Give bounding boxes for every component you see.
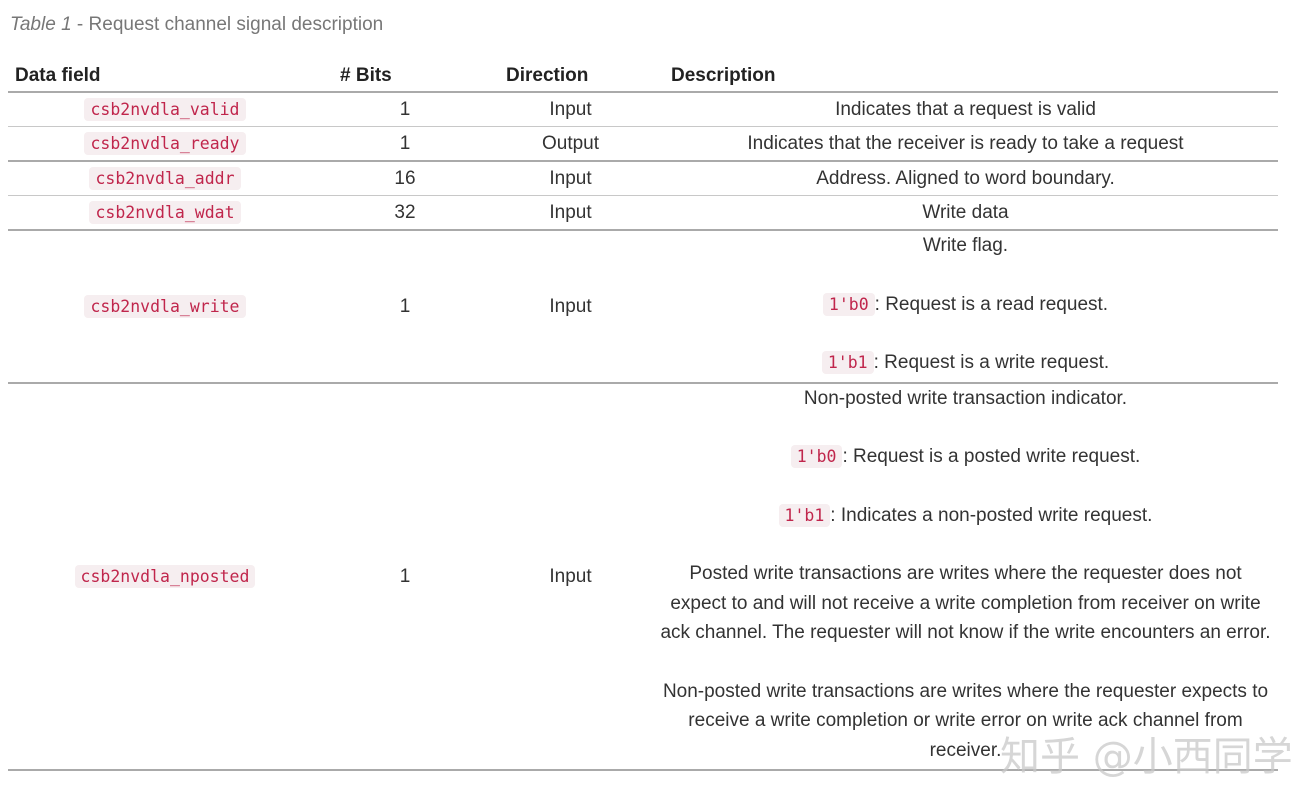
bits: 1 <box>322 230 488 384</box>
value-text: : Request is a read request. <box>874 293 1109 315</box>
table-title: - Request channel signal description <box>71 14 384 35</box>
description: Indicates that the receiver is ready to … <box>653 126 1278 162</box>
header-description: Description <box>653 56 1278 93</box>
bits: 1 <box>322 92 488 127</box>
table-caption: Table 1 - Request channel signal descrip… <box>10 14 383 36</box>
value-text: : Indicates a non-posted write request. <box>830 504 1153 526</box>
description-text: Write flag. <box>922 235 1009 256</box>
bits: 32 <box>322 195 488 231</box>
direction: Input <box>488 382 653 771</box>
signal-table: Data field # Bits Direction Description … <box>8 56 1278 771</box>
table-row: csb2nvdla_nposted 1 Input Non-posted wri… <box>8 382 1278 771</box>
value-code: 1'b1 <box>821 351 874 374</box>
description-paragraph: Non-posted write transactions are writes… <box>662 680 1269 761</box>
description: Non-posted write transaction indicator. … <box>653 382 1278 771</box>
table-label: Table 1 <box>10 14 72 35</box>
header-row: Data field # Bits Direction Description <box>8 56 1278 93</box>
direction: Input <box>488 161 653 196</box>
bits: 1 <box>322 382 488 771</box>
bits: 16 <box>322 161 488 196</box>
table-row: csb2nvdla_wdat 32 Input Write data <box>8 195 1278 231</box>
description-paragraph: Posted write transactions are writes whe… <box>660 563 1271 643</box>
description: Write data <box>653 195 1278 231</box>
direction: Input <box>488 92 653 127</box>
value-text: : Request is a write request. <box>873 352 1110 373</box>
table-row: csb2nvdla_addr 16 Input Address. Aligned… <box>8 161 1278 196</box>
description-text: Non-posted write transaction indicator. <box>803 387 1128 409</box>
description-value-1: 1'b1: Request is a write request. <box>659 348 1272 378</box>
header-bits: # Bits <box>322 56 488 93</box>
signal-name: csb2nvdla_write <box>84 294 246 318</box>
header-data-field: Data field <box>8 56 322 93</box>
description: Write flag. 1'b0: Request is a read requ… <box>653 230 1278 384</box>
value-text: : Request is a posted write request. <box>842 446 1141 467</box>
table-row: csb2nvdla_ready 1 Output Indicates that … <box>8 126 1278 162</box>
signal-name: csb2nvdla_wdat <box>89 200 241 224</box>
description: Address. Aligned to word boundary. <box>653 161 1278 196</box>
signal-name: csb2nvdla_ready <box>84 131 246 155</box>
header-direction: Direction <box>488 56 653 93</box>
direction: Input <box>488 195 653 231</box>
description: Indicates that a request is valid <box>653 92 1278 127</box>
description-value-1: 1'b1: Indicates a non-posted write reque… <box>659 501 1272 531</box>
signal-name: csb2nvdla_addr <box>89 166 241 190</box>
bits: 1 <box>322 126 488 162</box>
direction: Output <box>488 126 653 162</box>
table-row: csb2nvdla_write 1 Input Write flag. 1'b0… <box>8 230 1278 384</box>
value-code: 1'b0 <box>822 292 875 316</box>
direction: Input <box>488 230 653 384</box>
description-value-0: 1'b0: Request is a posted write request. <box>659 442 1272 472</box>
table-row: csb2nvdla_valid 1 Input Indicates that a… <box>8 92 1278 127</box>
signal-name: csb2nvdla_valid <box>84 97 246 121</box>
description-value-0: 1'b0: Request is a read request. <box>659 290 1272 320</box>
value-code: 1'b0 <box>790 445 843 468</box>
signal-name: csb2nvdla_nposted <box>74 564 256 588</box>
value-code: 1'b1 <box>778 503 831 527</box>
